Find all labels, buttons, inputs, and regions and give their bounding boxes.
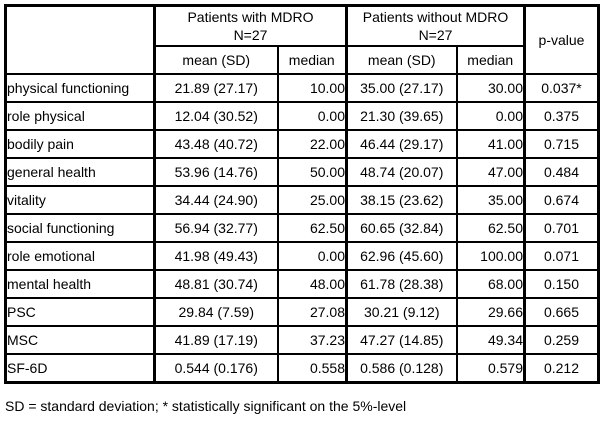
group1-title: Patients with MDRO bbox=[187, 9, 314, 25]
p-value: 0.375 bbox=[523, 101, 600, 131]
p-value: 0.259 bbox=[523, 325, 600, 355]
table-row: social functioning 56.94 (32.77) 62.50 60.6… bbox=[4, 213, 600, 243]
g2-median: 49.34 bbox=[455, 325, 526, 355]
table-row: PSC 29.84 (7.59) 27.08 30.21 (9.12) 29.66 0.6… bbox=[4, 297, 600, 327]
row-label: vitality bbox=[4, 185, 156, 215]
g2-mean-sd: 30.21 (9.12) bbox=[345, 297, 458, 327]
g1-mean-sd: 21.89 (27.17) bbox=[153, 73, 279, 103]
g1-mean-sd: 29.84 (7.59) bbox=[153, 297, 279, 327]
g2-mean-sd: 47.27 (14.85) bbox=[345, 325, 458, 355]
g1-mean-sd: 48.81 (30.74) bbox=[153, 269, 279, 299]
g1-mean-sd: 41.98 (49.43) bbox=[153, 241, 279, 271]
table-row: bodily pain 43.48 (40.72) 22.00 46.44 (29.1… bbox=[4, 129, 600, 159]
corner-cell bbox=[4, 4, 156, 75]
p-value: 0.701 bbox=[523, 213, 600, 243]
table-header: Patients with MDRO N=27 Patients without… bbox=[4, 4, 600, 75]
g2-mean-sd: 0.586 (0.128) bbox=[345, 353, 458, 384]
group-header-row: Patients with MDRO N=27 Patients without… bbox=[4, 4, 600, 75]
g2-median: 30.00 bbox=[455, 73, 526, 103]
g1-median: 0.558 bbox=[276, 353, 348, 384]
group2-n: N=27 bbox=[418, 27, 453, 43]
row-label: bodily pain bbox=[4, 129, 156, 159]
g2-median: 29.66 bbox=[455, 297, 526, 327]
results-table: Patients with MDRO N=27 Patients without… bbox=[4, 4, 600, 384]
g2-mean-sd: 46.44 (29.17) bbox=[345, 129, 458, 159]
p-value: 0.071 bbox=[523, 241, 600, 271]
g1-median: 0.00 bbox=[276, 241, 348, 271]
g1-median: 48.00 bbox=[276, 269, 348, 299]
table-row: SF-6D 0.544 (0.176) 0.558 0.586 (0.128) 0.57… bbox=[4, 353, 600, 384]
row-label: role physical bbox=[4, 101, 156, 131]
g1-mean-sd: 41.89 (17.19) bbox=[153, 325, 279, 355]
row-label: social functioning bbox=[4, 213, 156, 243]
pvalue-header: p-value bbox=[523, 4, 600, 75]
p-value: 0.212 bbox=[523, 353, 600, 384]
g2-median: 47.00 bbox=[455, 157, 526, 187]
table-row: mental health 48.81 (30.74) 48.00 61.78 (28… bbox=[4, 269, 600, 299]
table-body: physical functioning 21.89 (27.17) 10.00 35… bbox=[4, 73, 600, 384]
g1-mean-sd: 53.96 (14.76) bbox=[153, 157, 279, 187]
g2-median: 100.00 bbox=[455, 241, 526, 271]
g1-median: 27.08 bbox=[276, 297, 348, 327]
g1-median: 22.00 bbox=[276, 129, 348, 159]
g1-mean-sd: 56.94 (32.77) bbox=[153, 213, 279, 243]
group2-mean-sd-header: mean (SD) bbox=[345, 45, 458, 75]
group1-mean-sd-header: mean (SD) bbox=[153, 45, 279, 75]
group1-n: N=27 bbox=[233, 27, 268, 43]
table-row: MSC 41.89 (17.19) 37.23 47.27 (14.85) 49.34 0… bbox=[4, 325, 600, 355]
g1-median: 10.00 bbox=[276, 73, 348, 103]
g1-mean-sd: 43.48 (40.72) bbox=[153, 129, 279, 159]
p-value: 0.484 bbox=[523, 157, 600, 187]
g2-mean-sd: 61.78 (28.38) bbox=[345, 269, 458, 299]
p-value: 0.665 bbox=[523, 297, 600, 327]
g2-median: 0.00 bbox=[455, 101, 526, 131]
p-value: 0.674 bbox=[523, 185, 600, 215]
p-value: 0.037* bbox=[523, 73, 600, 103]
p-value: 0.150 bbox=[523, 269, 600, 299]
row-label: physical functioning bbox=[4, 73, 156, 103]
g1-median: 0.00 bbox=[276, 101, 348, 131]
table-row: role physical 12.04 (30.52) 0.00 21.30 (39.… bbox=[4, 101, 600, 131]
group2-title: Patients without MDRO bbox=[362, 9, 509, 25]
group2-median-header: median bbox=[455, 45, 526, 75]
g1-median: 62.50 bbox=[276, 213, 348, 243]
g2-median: 68.00 bbox=[455, 269, 526, 299]
row-label: MSC bbox=[4, 325, 156, 355]
group1-header: Patients with MDRO N=27 bbox=[153, 4, 348, 47]
p-value: 0.715 bbox=[523, 129, 600, 159]
g1-median: 25.00 bbox=[276, 185, 348, 215]
row-label: PSC bbox=[4, 297, 156, 327]
g2-median: 41.00 bbox=[455, 129, 526, 159]
g1-median: 50.00 bbox=[276, 157, 348, 187]
g2-mean-sd: 60.65 (32.84) bbox=[345, 213, 458, 243]
table-row: physical functioning 21.89 (27.17) 10.00 35… bbox=[4, 73, 600, 103]
g1-mean-sd: 34.44 (24.90) bbox=[153, 185, 279, 215]
g1-median: 37.23 bbox=[276, 325, 348, 355]
table-row: role emotional 41.98 (49.43) 0.00 62.96 (45… bbox=[4, 241, 600, 271]
g2-mean-sd: 62.96 (45.60) bbox=[345, 241, 458, 271]
footnote: SD = standard deviation; * statistically… bbox=[5, 398, 407, 414]
g1-mean-sd: 12.04 (30.52) bbox=[153, 101, 279, 131]
g2-mean-sd: 48.74 (20.07) bbox=[345, 157, 458, 187]
row-label: role emotional bbox=[4, 241, 156, 271]
row-label: general health bbox=[4, 157, 156, 187]
g2-mean-sd: 38.15 (23.62) bbox=[345, 185, 458, 215]
row-label: SF-6D bbox=[4, 353, 156, 384]
g1-mean-sd: 0.544 (0.176) bbox=[153, 353, 279, 384]
g2-mean-sd: 35.00 (27.17) bbox=[345, 73, 458, 103]
table-row: general health 53.96 (14.76) 50.00 48.74 (2… bbox=[4, 157, 600, 187]
row-label: mental health bbox=[4, 269, 156, 299]
g2-mean-sd: 21.30 (39.65) bbox=[345, 101, 458, 131]
g2-median: 0.579 bbox=[455, 353, 526, 384]
group1-median-header: median bbox=[276, 45, 348, 75]
group2-header: Patients without MDRO N=27 bbox=[345, 4, 526, 47]
g2-median: 35.00 bbox=[455, 185, 526, 215]
subheader-row: mean (SD) median mean (SD) median bbox=[6, 45, 599, 75]
g2-median: 62.50 bbox=[455, 213, 526, 243]
table-row: vitality 34.44 (24.90) 25.00 38.15 (23.62) 3… bbox=[4, 185, 600, 215]
